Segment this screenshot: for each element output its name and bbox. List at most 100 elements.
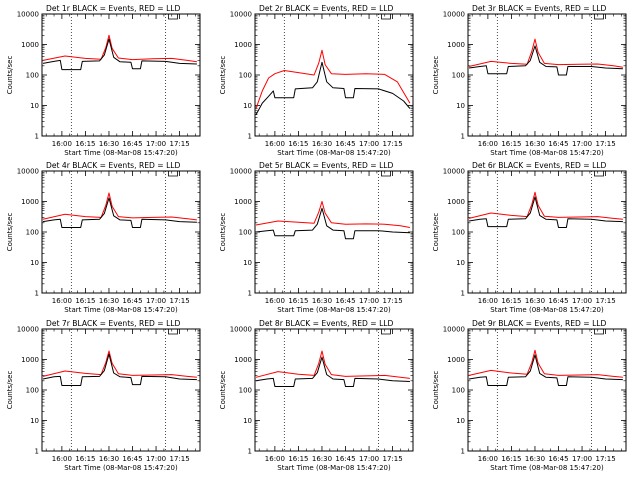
y-axis-label: Counts/sec [432, 371, 440, 410]
x-tick-label: 17:00 [572, 140, 592, 148]
x-tick-label: 17:00 [359, 297, 379, 305]
y-tick-label: 10000 [443, 11, 465, 19]
y-tick-label: 1 [35, 133, 39, 141]
y-tick-label: 10 [456, 417, 465, 425]
lld-series-line [42, 192, 197, 221]
lld-series-line [255, 350, 410, 379]
interval-bracket [168, 171, 178, 177]
y-tick-label: 100 [26, 387, 39, 395]
interval-bracket [381, 14, 391, 20]
y-tick-label: 10000 [230, 326, 252, 334]
x-tick-label: 16:45 [122, 297, 142, 305]
x-axis-label: Start Time (08-Mar-08 15:47:20) [277, 149, 391, 157]
x-tick-label: 16:45 [548, 297, 568, 305]
interval-bracket [168, 14, 178, 20]
x-tick-label: 16:30 [99, 140, 119, 148]
y-tick-label: 100 [26, 72, 39, 80]
x-tick-label: 17:15 [170, 455, 190, 463]
y-tick-label: 1 [248, 133, 252, 141]
x-tick-label: 16:45 [335, 140, 355, 148]
x-tick-label: 17:15 [170, 297, 190, 305]
x-tick-label: 16:30 [525, 455, 545, 463]
plot-title: Det 2r BLACK = Events, RED = LLD [259, 4, 394, 13]
x-axis-label: Start Time (08-Mar-08 15:47:20) [490, 149, 604, 157]
x-tick-label: 16:30 [312, 140, 332, 148]
y-axis-label: Counts/sec [219, 371, 227, 410]
interval-bracket [594, 171, 604, 177]
plot-title: Det 3r BLACK = Events, RED = LLD [472, 4, 607, 13]
y-tick-label: 1000 [21, 198, 39, 206]
x-tick-label: 16:15 [288, 455, 308, 463]
x-tick-label: 16:45 [122, 455, 142, 463]
x-tick-label: 16:30 [312, 297, 332, 305]
x-axis-label: Start Time (08-Mar-08 15:47:20) [490, 306, 604, 314]
events-series-line [255, 207, 410, 240]
y-tick-label: 10000 [17, 326, 39, 334]
lld-series-line [468, 38, 623, 68]
plot-title: Det 4r BLACK = Events, RED = LLD [46, 161, 181, 170]
x-axis-label: Start Time (08-Mar-08 15:47:20) [490, 464, 604, 472]
x-tick-label: 17:00 [146, 297, 166, 305]
y-tick-label: 100 [239, 387, 252, 395]
y-tick-label: 1000 [447, 356, 465, 364]
y-tick-label: 10 [456, 102, 465, 110]
y-tick-label: 10000 [230, 11, 252, 19]
plot-title: Det 8r BLACK = Events, RED = LLD [259, 319, 394, 328]
x-tick-label: 17:15 [596, 140, 616, 148]
y-tick-label: 10000 [443, 168, 465, 176]
x-tick-label: 17:15 [170, 140, 190, 148]
events-series-line [468, 45, 623, 76]
y-tick-label: 1000 [447, 41, 465, 49]
y-axis-label: Counts/sec [432, 56, 440, 95]
x-tick-label: 16:15 [75, 455, 95, 463]
y-axis-label: Counts/sec [432, 213, 440, 252]
plot-frame [254, 328, 414, 452]
x-tick-label: 17:00 [572, 455, 592, 463]
x-tick-label: 17:00 [146, 140, 166, 148]
x-tick-label: 16:00 [478, 140, 498, 148]
plot-frame [254, 13, 414, 137]
x-tick-label: 16:45 [548, 455, 568, 463]
x-tick-label: 16:30 [99, 297, 119, 305]
plot-title: Det 1r BLACK = Events, RED = LLD [46, 4, 181, 13]
x-axis-label: Start Time (08-Mar-08 15:47:20) [64, 464, 178, 472]
interval-bracket [594, 329, 604, 335]
y-tick-label: 100 [26, 229, 39, 237]
y-tick-label: 100 [452, 72, 465, 80]
lld-series-line [255, 201, 410, 228]
y-tick-label: 1 [248, 448, 252, 456]
x-tick-label: 17:00 [359, 455, 379, 463]
x-tick-label: 16:45 [335, 297, 355, 305]
x-tick-label: 17:00 [359, 140, 379, 148]
x-axis-label: Start Time (08-Mar-08 15:47:20) [64, 149, 178, 157]
lld-series-line [255, 49, 411, 109]
y-tick-label: 10000 [17, 168, 39, 176]
x-tick-label: 16:00 [52, 140, 72, 148]
events-series-line [255, 356, 410, 387]
plot-frame [467, 13, 627, 137]
y-tick-label: 10 [30, 102, 39, 110]
interval-bracket [168, 329, 178, 335]
plot-panel: Det 9r BLACK = Events, RED = LLD 1 10 100 10… [432, 319, 627, 472]
events-series-line [42, 353, 197, 386]
plot-frame [41, 13, 201, 137]
plot-title: Det 7r BLACK = Events, RED = LLD [46, 319, 181, 328]
lld-series-line [42, 34, 197, 63]
x-tick-label: 16:15 [501, 140, 521, 148]
x-tick-label: 16:30 [312, 455, 332, 463]
y-tick-label: 10 [243, 417, 252, 425]
plot-panel: Det 2r BLACK = Events, RED = LLD 1 10 100 10… [219, 4, 414, 157]
y-tick-label: 1000 [21, 41, 39, 49]
y-tick-label: 100 [452, 387, 465, 395]
x-tick-label: 17:00 [146, 455, 166, 463]
y-axis-label: Counts/sec [219, 56, 227, 95]
x-tick-label: 16:00 [52, 297, 72, 305]
y-tick-label: 10 [243, 259, 252, 267]
x-tick-label: 16:00 [478, 455, 498, 463]
interval-bracket [381, 171, 391, 177]
x-axis-label: Start Time (08-Mar-08 15:47:20) [277, 464, 391, 472]
y-axis-label: Counts/sec [6, 213, 14, 252]
x-tick-label: 17:15 [383, 140, 403, 148]
x-tick-label: 16:00 [265, 140, 285, 148]
